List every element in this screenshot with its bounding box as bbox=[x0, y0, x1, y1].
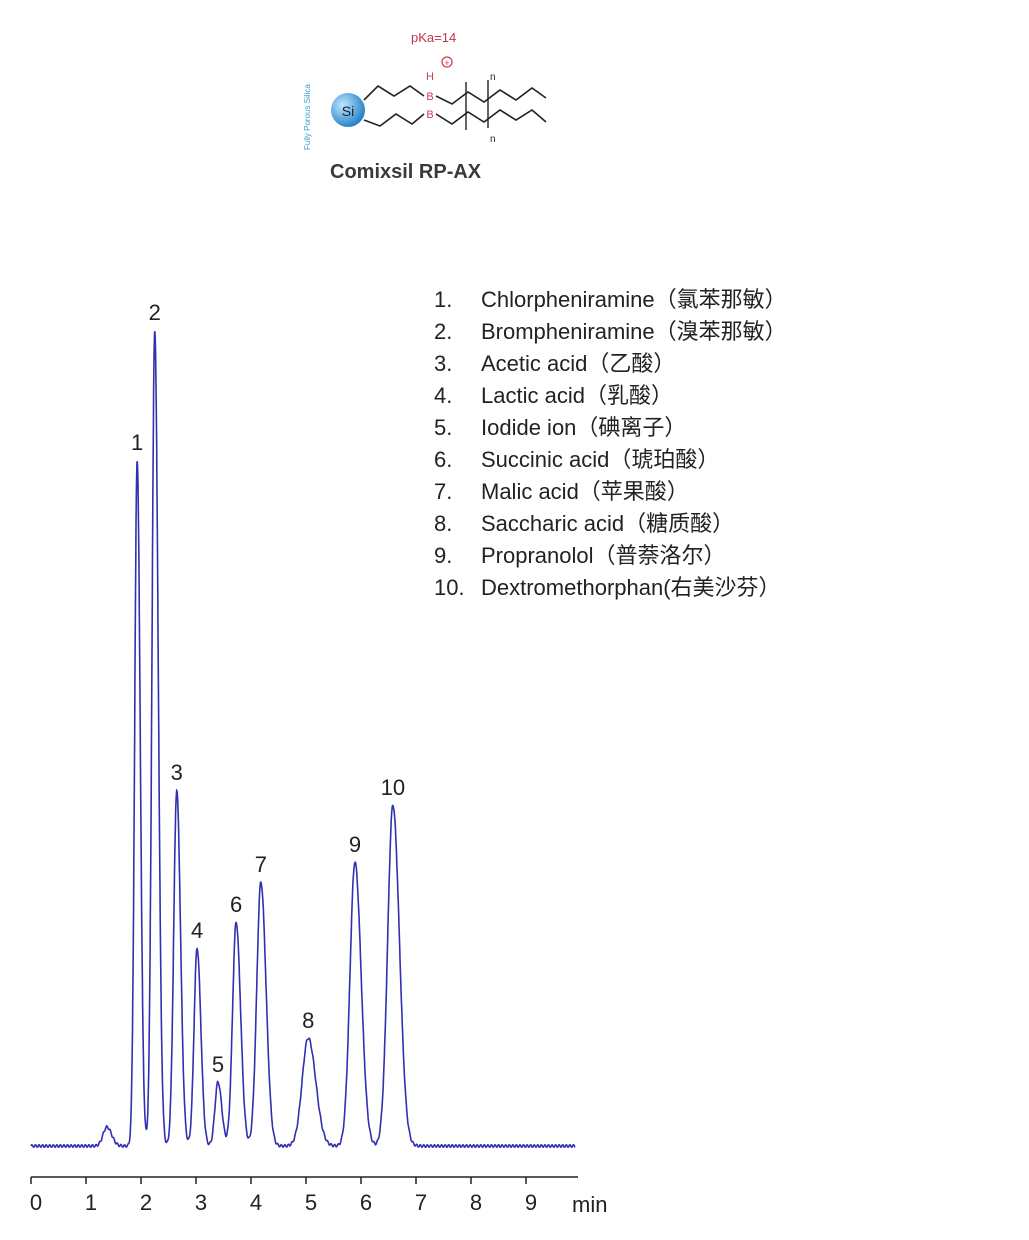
chromatogram-trace bbox=[30, 331, 576, 1149]
positive-charge-icon bbox=[441, 56, 453, 68]
lower-linker-bond bbox=[363, 113, 425, 127]
legend-text: Propranolol（普萘洛尔） bbox=[481, 543, 726, 568]
x-tick-label: 5 bbox=[305, 1190, 317, 1215]
x-axis-label: min bbox=[572, 1192, 607, 1217]
legend-text: Dextromethorphan(右美沙芬） bbox=[481, 575, 781, 600]
legend-text: Malic acid（苹果酸） bbox=[481, 479, 689, 504]
peak-label: 4 bbox=[191, 918, 203, 943]
x-axis: 0 1 2 3 4 5 6 7 8 9 min bbox=[30, 1176, 607, 1217]
legend-text: Brompheniramine（溴苯那敏） bbox=[481, 319, 787, 344]
x-tick-label: 9 bbox=[525, 1190, 537, 1215]
legend-item: 4. Lactic acid（乳酸） bbox=[434, 380, 787, 412]
lower-alkyl-chain bbox=[435, 109, 547, 125]
legend-item: 7. Malic acid（苹果酸） bbox=[434, 476, 787, 508]
peak-label: 7 bbox=[255, 852, 267, 877]
x-tick-label: 1 bbox=[85, 1190, 97, 1215]
x-tick-label: 6 bbox=[360, 1190, 372, 1215]
legend-item: 2. Brompheniramine（溴苯那敏） bbox=[434, 316, 787, 348]
boron-upper: B bbox=[426, 91, 433, 103]
legend-item: 10. Dextromethorphan(右美沙芬） bbox=[434, 572, 787, 604]
legend-item: 8. Saccharic acid（糖质酸） bbox=[434, 508, 787, 540]
si-label: Si bbox=[342, 103, 354, 119]
legend-text: Chlorpheniramine（氯苯那敏） bbox=[481, 287, 787, 312]
peak-label: 9 bbox=[349, 832, 361, 857]
legend-number: 7. bbox=[434, 479, 453, 504]
peak-label: 5 bbox=[212, 1052, 224, 1077]
legend-item: 9. Propranolol（普萘洛尔） bbox=[434, 540, 787, 572]
legend-number: 8. bbox=[434, 511, 453, 536]
structure-diagram: Si B H + B n n bbox=[331, 56, 547, 145]
legend-number: 2. bbox=[434, 319, 453, 344]
peak-label: 3 bbox=[171, 760, 183, 785]
x-tick-label: 8 bbox=[470, 1190, 482, 1215]
legend-number: 6. bbox=[434, 447, 453, 472]
x-tick-label: 4 bbox=[250, 1190, 262, 1215]
peak-label: 8 bbox=[302, 1008, 314, 1033]
boron-lower: B bbox=[426, 109, 433, 121]
column-name: Comixsil RP-AX bbox=[330, 161, 482, 183]
x-tick-label: 0 bbox=[30, 1190, 42, 1215]
legend-text: Acetic acid（乙酸） bbox=[481, 351, 676, 376]
hydrogen-label: H bbox=[426, 71, 434, 83]
legend-number: 4. bbox=[434, 383, 453, 408]
peak-label: 1 bbox=[131, 430, 143, 455]
silica-sphere bbox=[331, 93, 365, 127]
pka-label: pKa=14 bbox=[411, 30, 457, 45]
legend-text: Succinic acid（琥珀酸） bbox=[481, 447, 720, 472]
legend-number: 3. bbox=[434, 351, 453, 376]
x-tick-label: 2 bbox=[140, 1190, 152, 1215]
upper-alkyl-chain bbox=[435, 87, 547, 105]
n-lower: n bbox=[490, 134, 496, 145]
legend-item: 1. Chlorpheniramine（氯苯那敏） bbox=[434, 284, 787, 316]
peak-label: 2 bbox=[149, 300, 161, 325]
legend-number: 10. bbox=[434, 575, 465, 600]
peak-label: 6 bbox=[230, 892, 242, 917]
legend-item: 5. Iodide ion（碘离子） bbox=[434, 412, 787, 444]
legend-item: 6. Succinic acid（琥珀酸） bbox=[434, 444, 787, 476]
x-tick-label: 3 bbox=[195, 1190, 207, 1215]
legend-item: 3. Acetic acid（乙酸） bbox=[434, 348, 787, 380]
x-tick-label: 7 bbox=[415, 1190, 427, 1215]
legend-text: Lactic acid（乳酸） bbox=[481, 383, 673, 408]
upper-linker-bond bbox=[363, 84, 425, 101]
legend-number: 1. bbox=[434, 287, 453, 312]
legend-number: 5. bbox=[434, 415, 453, 440]
repeat-brackets bbox=[465, 80, 489, 130]
legend: 1. Chlorpheniramine（氯苯那敏） 2. Brompheniramin… bbox=[434, 284, 787, 604]
legend-number: 9. bbox=[434, 543, 453, 568]
legend-text: Saccharic acid（糖质酸） bbox=[481, 511, 735, 536]
n-upper: n bbox=[490, 72, 496, 83]
charge-sign: + bbox=[444, 58, 449, 68]
legend-text: Iodide ion（碘离子） bbox=[481, 415, 687, 440]
peak-label: 10 bbox=[381, 775, 405, 800]
peak-labels: 1 2 3 4 5 67 8 9 10 bbox=[131, 300, 405, 1077]
